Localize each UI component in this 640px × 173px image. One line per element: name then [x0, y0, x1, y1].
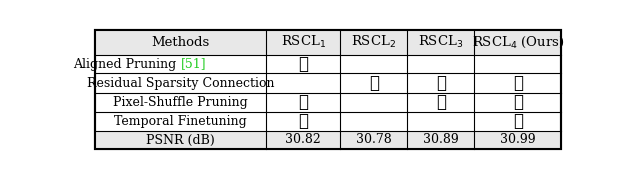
Text: RSCL$_2$: RSCL$_2$ [351, 34, 396, 51]
Bar [95, 30, 561, 149]
Text: ✓: ✓ [298, 113, 308, 130]
Text: ✓: ✓ [436, 75, 446, 92]
Bar [95, 30, 561, 55]
Text: Methods: Methods [151, 36, 209, 49]
Text: RSCL$_1$: RSCL$_1$ [281, 34, 326, 51]
Text: Aligned Pruning: Aligned Pruning [73, 58, 180, 71]
Text: Pixel-Shuffle Pruning: Pixel-Shuffle Pruning [113, 96, 248, 109]
Bar [95, 30, 561, 149]
Bar [95, 131, 561, 149]
Text: ✓: ✓ [513, 113, 523, 130]
Text: 30.99: 30.99 [500, 134, 536, 147]
Text: 30.89: 30.89 [423, 134, 459, 147]
Text: ✓: ✓ [436, 94, 446, 111]
Text: PSNR (dB): PSNR (dB) [146, 134, 215, 147]
Text: ✓: ✓ [369, 75, 379, 92]
Text: ✓: ✓ [298, 94, 308, 111]
Text: ✓: ✓ [513, 75, 523, 92]
Text: ✓: ✓ [513, 94, 523, 111]
Text: ✓: ✓ [298, 56, 308, 72]
Text: RSCL$_4$ (Ours): RSCL$_4$ (Ours) [472, 35, 564, 50]
Text: RSCL$_3$: RSCL$_3$ [418, 34, 463, 51]
Text: Residual Sparsity Connection: Residual Sparsity Connection [86, 76, 274, 90]
Text: [51]: [51] [180, 58, 206, 71]
Text: 30.78: 30.78 [356, 134, 392, 147]
Text: 30.82: 30.82 [285, 134, 321, 147]
Text: Temporal Finetuning: Temporal Finetuning [114, 115, 247, 128]
